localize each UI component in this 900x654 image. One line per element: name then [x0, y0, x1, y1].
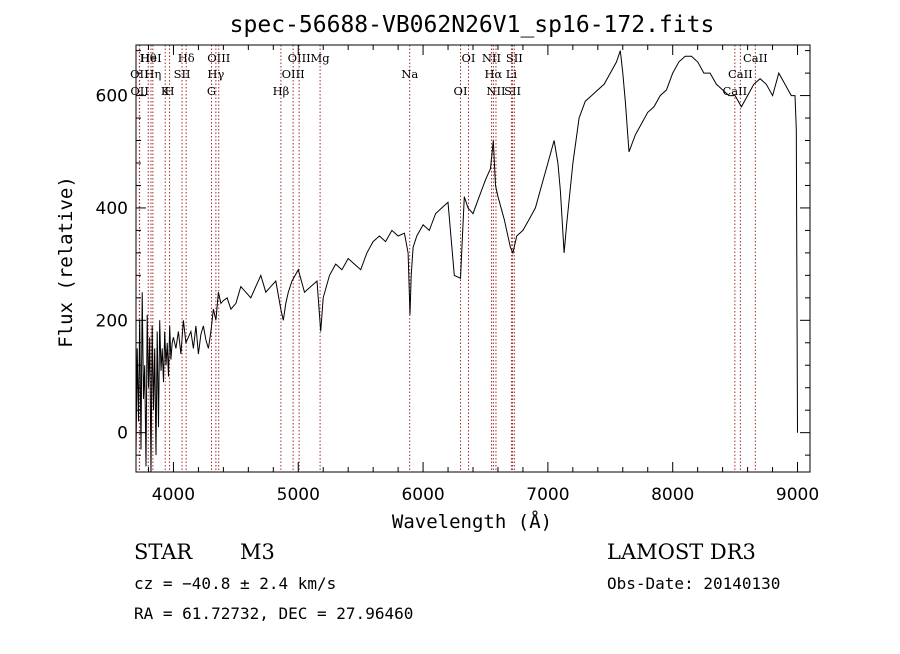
spectrum-line [135, 50, 798, 473]
line-label: NII [482, 51, 501, 65]
line-label: HeI [140, 51, 161, 65]
x-tick-label: 8000 [651, 485, 694, 505]
line-label: OII [130, 84, 149, 98]
x-tick-label: 7000 [526, 485, 569, 505]
object-class: STAR [134, 540, 193, 564]
line-label: K [161, 84, 170, 98]
plot-frame [135, 44, 811, 473]
line-label: CaII [728, 67, 753, 81]
line-label: Hβ [273, 84, 290, 98]
x-tick-label: 6000 [401, 485, 444, 505]
line-label: SII [506, 51, 523, 65]
line-label: SII [174, 67, 191, 81]
survey-name: LAMOST DR3 [607, 540, 756, 564]
line-label: Hδ [178, 51, 195, 65]
line-label: Li [506, 67, 518, 81]
chart-title: spec-56688-VB062N26V1_sp16-172.fits [230, 12, 715, 38]
line-label: OII [130, 67, 149, 81]
line-label: Mg [311, 51, 331, 65]
line-label: SII [504, 84, 521, 98]
coordinates-info: RA = 61.72732, DEC = 27.96460 [134, 604, 413, 623]
y-tick-label: 0 [117, 424, 128, 444]
x-tick-label: 9000 [776, 485, 819, 505]
y-axis-label: Flux (relative) [55, 176, 77, 348]
line-label: Hθ [140, 51, 157, 65]
obs-date: Obs-Date: 20140130 [607, 574, 780, 593]
line-label: NII [486, 84, 505, 98]
line-label: H [165, 84, 175, 98]
line-label: OIII [282, 67, 305, 81]
line-label: Hγ [207, 67, 224, 81]
y-tick-label: 600 [96, 87, 128, 107]
object-subclass: M3 [240, 540, 275, 564]
line-label: Na [401, 67, 418, 81]
emission-line-markers [138, 45, 756, 472]
line-labels: Hθ OII OII HeI HηK Hδ SII H OIII Hγ G OIII OIII Hβ Mg N… [130, 51, 768, 98]
y-tick-label: 200 [96, 311, 128, 331]
line-label: CaII [722, 84, 747, 98]
redshift-info: cz = −40.8 ± 2.4 km/s [134, 574, 336, 593]
line-label: Hα [484, 67, 502, 81]
line-label: OIII [288, 51, 311, 65]
line-label: G [207, 84, 216, 98]
line-label: Hη [144, 67, 161, 81]
line-label: CaII [743, 51, 768, 65]
x-tick-label: 4000 [152, 485, 195, 505]
y-tick-label: 400 [96, 199, 128, 219]
line-label: OI [454, 84, 468, 98]
line-label: OI [462, 51, 476, 65]
x-tick-label: 5000 [277, 485, 320, 505]
line-label: OIII [207, 51, 230, 65]
axis-ticks: 4000 5000 6000 7000 8000 9000 0 200 400 600 [96, 45, 819, 505]
x-axis-label: Wavelength (Å) [392, 510, 552, 533]
